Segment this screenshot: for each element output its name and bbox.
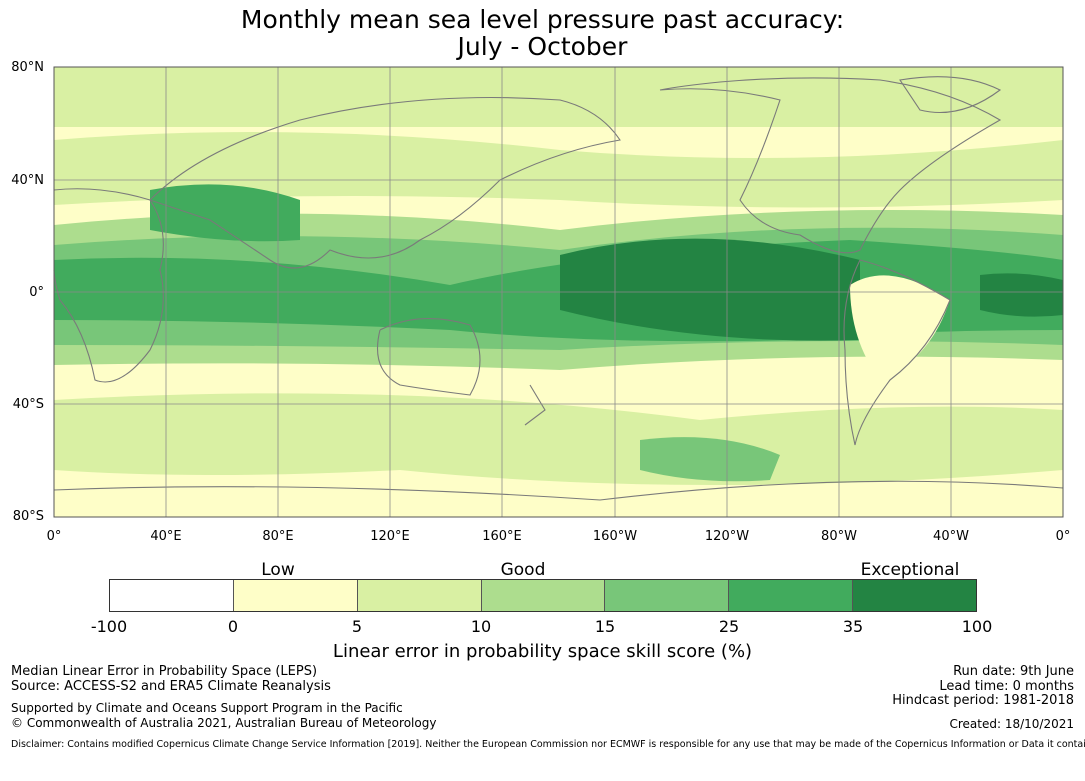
map-frame [53, 66, 1064, 518]
australia-coast [376, 318, 481, 396]
colorbar-tick-7: 35 [842, 617, 864, 636]
south-midlat-band [54, 393, 1063, 485]
footer-support: Supported by Climate and Oceans Support … [11, 701, 403, 715]
colorbar-tick-3: 5 [351, 617, 363, 636]
south-america-interior [850, 275, 950, 380]
lat-label-80s: 80°S [12, 509, 44, 524]
lon-label-80e: 80°E [262, 529, 294, 544]
footer-created: Created: 18/10/2021 [949, 717, 1074, 731]
footer-lead-time: Lead time: 0 months [939, 679, 1074, 694]
colorbar [109, 579, 977, 612]
africa-coast [53, 188, 164, 383]
map-title-line1: Monthly mean sea level pressure past acc… [240, 5, 845, 34]
coastlines [53, 76, 1064, 501]
asia-patch [150, 184, 300, 242]
new-zealand-coast [524, 384, 546, 426]
lon-label-0-right: 0° [1055, 529, 1071, 544]
eurasia-coast [149, 96, 621, 269]
colorbar-segment-3 [357, 580, 482, 611]
footer-run-date: Run date: 9th June [953, 664, 1074, 679]
colorbar-label: Linear error in probability space skill … [332, 641, 753, 662]
antarctica-coast [53, 480, 1064, 501]
lat-label-0: 0° [29, 285, 44, 300]
lon-label-0-left: 0° [46, 529, 62, 544]
lon-label-160w: 160°W [592, 529, 638, 544]
north-america-coast [659, 77, 1002, 254]
southern-ocean-patch [640, 437, 780, 482]
antarctic-band [54, 487, 1063, 517]
footer-hindcast: Hindcast period: 1981-2018 [892, 693, 1074, 708]
footer-copyright: © Commonwealth of Australia 2021, Austra… [11, 716, 437, 730]
lon-label-40e: 40°E [150, 529, 182, 544]
north-midlat-band [54, 132, 1063, 208]
footer-disclaimer: Disclaimer: Contains modified Copernicus… [11, 739, 1085, 750]
colorbar-tick-5: 15 [594, 617, 616, 636]
footer-leps: Median Linear Error in Probability Space… [11, 664, 318, 679]
colorbar-segment-2 [233, 580, 358, 611]
colorbar-segment-5 [605, 580, 730, 611]
colorbar-segment-4 [481, 580, 606, 611]
south-america-coast [843, 259, 951, 446]
lat-label-80n: 80°N [11, 60, 44, 75]
colorbar-tick-6: 25 [718, 617, 740, 636]
colorbar-segment-6 [729, 580, 854, 611]
lon-label-160e: 160°E [482, 529, 522, 544]
arctic-band [54, 67, 1063, 127]
colorbar-segment-1 [110, 580, 234, 611]
footer-source: Source: ACCESS-S2 and ERA5 Climate Reana… [11, 679, 331, 694]
category-low: Low [261, 560, 295, 580]
atlantic-core [980, 273, 1063, 317]
lon-label-120e: 120°E [370, 529, 410, 544]
gridlines [54, 67, 1063, 517]
lon-label-120w: 120°W [704, 529, 750, 544]
lon-label-80w: 80°W [821, 529, 857, 544]
lat-label-40s: 40°S [12, 397, 44, 412]
skill-map [53, 66, 1064, 518]
lon-label-40w: 40°W [933, 529, 969, 544]
lat-label-40n: 40°N [11, 173, 44, 188]
colorbar-tick-2: 0 [227, 617, 239, 636]
category-good: Good [500, 560, 546, 580]
pacific-core [560, 238, 860, 341]
colorbar-tick-1: -100 [90, 617, 128, 636]
category-exceptional: Exceptional [860, 560, 960, 580]
colorbar-tick-8: 100 [961, 617, 993, 636]
map-title-line2: July - October [457, 32, 628, 61]
greenland-coast [899, 76, 1002, 113]
colorbar-segment-7 [853, 580, 977, 611]
colorbar-tick-4: 10 [470, 617, 492, 636]
